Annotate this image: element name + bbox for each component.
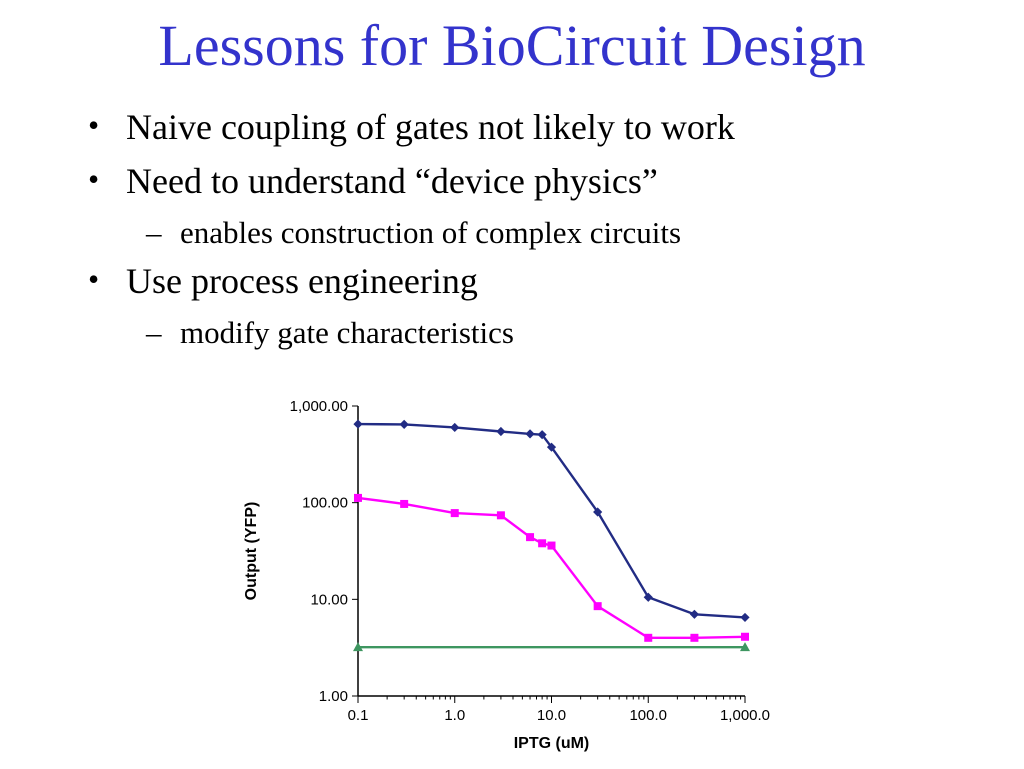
diamond-marker [593,507,603,517]
square-marker [547,541,556,550]
bullet-list: • Naive coupling of gates not likely to … [88,106,996,359]
x-tick-label: 100.0 [629,707,667,724]
series-line-magenta-square [357,496,746,640]
bullet-text: enables construction of complex circuits [180,214,682,250]
square-marker [400,499,409,508]
triangle-marker [740,642,750,652]
square-marker [690,633,699,642]
y-tick-label: 100.00 [302,495,348,512]
square-marker [593,602,602,611]
dash-marker: – [146,214,162,250]
x-tick-label: 1.0 [444,707,465,724]
bullet-text: modify gate characteristics [180,314,514,350]
output-vs-iptg-chart: 0.1 1.0 10.0 100.0 1,000.0 1.00 10.00 100.00 1,0… [243,398,770,752]
square-marker [526,533,535,542]
y-axis-title: Output (YFP) [243,502,260,601]
bullet-item: • Need to understand “device physics” [88,160,996,204]
page-title: Lessons for BioCircuit Design [158,13,866,78]
bullet-item: • Use process engineering [88,260,996,304]
bullet-subitem: – modify gate characteristics [146,314,996,352]
bullet-item: • Naive coupling of gates not likely to … [88,106,996,150]
diamond-marker [525,429,535,439]
diamond-marker [689,609,700,619]
square-marker [644,633,653,642]
diamond-marker [450,422,460,433]
diamond-marker [643,592,653,602]
diamond-marker [353,419,363,429]
dash-marker: – [146,314,162,350]
diamond-marker [399,419,409,430]
series-line-navy-diamond [357,422,746,619]
x-tick-label: 10.0 [537,707,566,724]
x-tick-label: 1,000.0 [720,707,770,724]
diamond-marker [496,426,506,437]
y-tick-label: 10.00 [310,591,348,608]
chart-area: 0.1 1.0 10.0 100.0 1,000.0 1.00 10.00 100.00 1,0… [240,392,785,764]
x-tick-label: 0.1 [348,707,369,724]
diamond-marker [537,430,547,440]
bullet-text: Naive coupling of gates not likely to wo… [126,107,735,147]
bullet-marker: • [88,260,100,297]
square-marker [496,511,505,520]
square-marker [450,509,459,518]
bullet-subitem: – enables construction of complex circui… [146,214,996,252]
square-marker [538,539,547,548]
x-axis-title: IPTG (uM) [514,735,590,752]
y-tick-label: 1,000.00 [290,398,348,415]
bullet-text: Need to understand “device physics” [126,160,658,201]
y-tick-label: 1.00 [319,688,348,705]
diamond-marker [740,612,750,623]
square-marker [354,493,362,502]
bullet-text: Use process engineering [126,260,478,301]
triangle-marker [353,642,363,652]
bullet-marker: • [88,107,100,143]
bullet-marker: • [88,160,100,197]
square-marker [741,632,749,641]
